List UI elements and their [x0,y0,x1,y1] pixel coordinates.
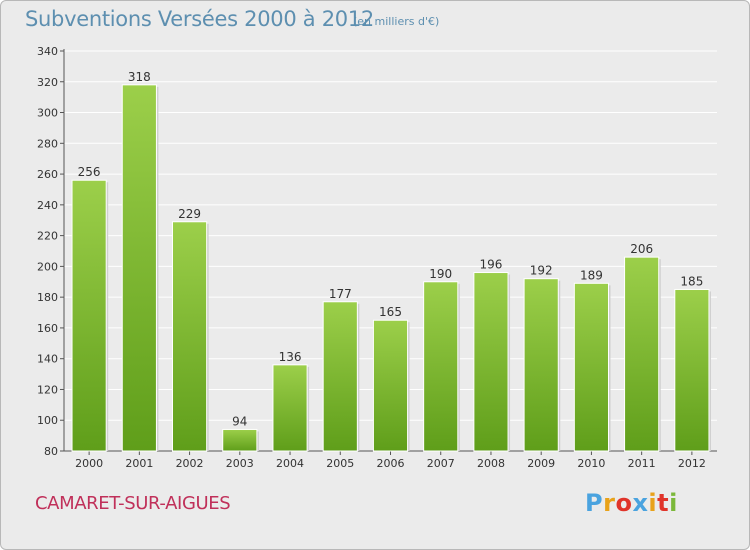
data-labels: 256 318 229 94 136 177 165 190 196 192 189 206 185 [78,70,704,429]
x-tick-label: 2000 [75,457,103,470]
x-tick-label: 2003 [226,457,254,470]
chart-title: Subventions Versées 2000 à 2012 [25,7,374,31]
data-label: 190 [429,267,452,281]
x-tick-label: 2002 [176,457,204,470]
place-name: CAMARET-SUR-AIGUES [35,493,231,514]
data-label: 185 [680,274,703,288]
y-tick-label: 180 [37,291,58,304]
data-label: 177 [329,287,352,301]
bar-2007 [423,281,459,452]
x-tick-label: 2007 [427,457,455,470]
y-tick-label: 120 [37,383,58,396]
x-tick-label: 2011 [628,457,656,470]
bar-2001 [121,84,157,452]
data-label: 256 [78,165,101,179]
logo-letter: i [648,489,658,517]
x-tick-label: 2001 [125,457,153,470]
y-tick-label: 80 [44,445,58,458]
x-tick-label: 2012 [678,457,706,470]
bar-2010 [573,282,610,452]
data-label: 196 [480,258,503,272]
y-tick-label: 260 [37,168,58,181]
data-label: 229 [178,207,201,221]
data-label: 192 [530,264,553,278]
x-tick-label: 2004 [276,457,304,470]
logo-letter: o [615,489,633,517]
y-tick-label: 240 [37,199,58,212]
bars [71,84,711,452]
y-tick-label: 300 [37,107,58,120]
logo-letter: t [657,489,670,517]
bar-2011 [624,256,660,452]
bar-2000 [71,179,107,452]
bar-2009 [523,278,559,452]
bar-2003 [222,428,258,452]
bar-2005 [322,301,358,452]
x-tick-label: 2010 [577,457,605,470]
x-tick-label: 2005 [326,457,354,470]
logo-letter: x [632,489,649,517]
data-label: 189 [580,268,603,282]
y-tick-label: 340 [37,45,58,58]
logo-letter: P [585,489,604,517]
bar-2008 [473,272,509,452]
data-label: 206 [630,242,653,256]
y-tick-label: 220 [37,230,58,243]
logo-letter: r [603,489,616,517]
y-tick-label: 280 [37,137,58,150]
x-tick-label: 2006 [377,457,405,470]
data-label: 94 [232,414,247,428]
y-tick-label: 160 [37,322,58,335]
y-tick-label: 320 [37,76,58,89]
data-label: 165 [379,305,402,319]
data-label: 136 [279,350,302,364]
chart-subtitle: (en milliers d'€) [353,15,440,28]
logo-letter: i [669,489,678,517]
bar-2004 [272,364,308,452]
bar-2006 [372,319,409,452]
proxiti-logo: Proxiti [585,489,678,517]
y-tick-label: 140 [37,353,58,366]
bar-2002 [171,221,208,452]
data-label: 318 [128,70,151,84]
bar-2012 [674,288,710,452]
y-tick-label: 100 [37,414,58,427]
y-tick-label: 200 [37,260,58,273]
x-tick-label: 2009 [527,457,555,470]
x-tick-label: 2008 [477,457,505,470]
